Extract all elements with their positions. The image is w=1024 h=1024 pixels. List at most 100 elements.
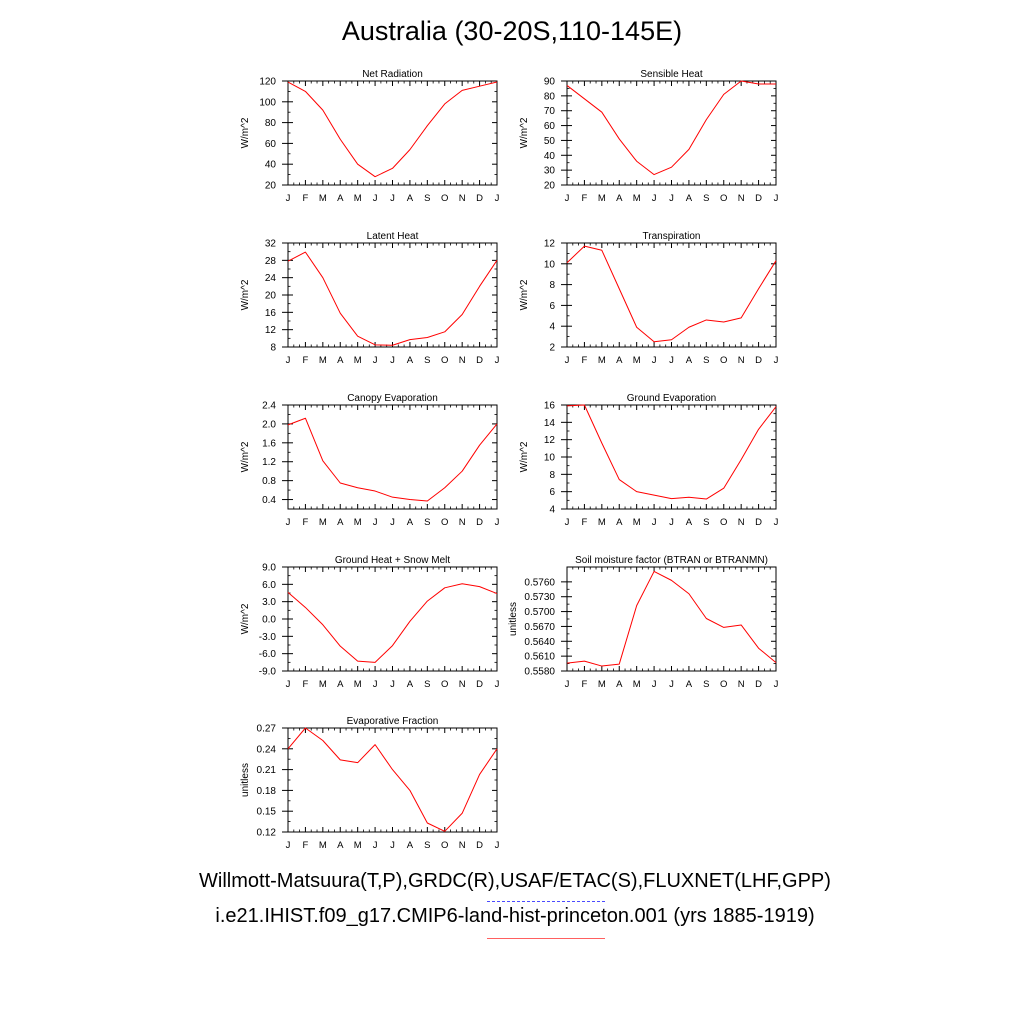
x-tick-label: F — [582, 517, 588, 528]
x-tick-label: M — [633, 679, 641, 690]
x-tick-label: M — [354, 517, 362, 528]
y-tick-label: 80 — [544, 91, 556, 102]
x-tick-label: N — [459, 679, 466, 690]
y-tick-label: 0.5580 — [524, 667, 555, 678]
x-tick-label: S — [424, 355, 430, 366]
x-tick-label: M — [354, 355, 362, 366]
x-tick-label: S — [424, 840, 430, 851]
y-tick-label: 3.0 — [262, 597, 276, 608]
x-tick-label: O — [441, 355, 448, 366]
y-tick-label: 0.5700 — [524, 607, 555, 618]
y-tick-label: 0.15 — [257, 807, 277, 818]
plot-frame — [566, 242, 777, 348]
x-tick-label: D — [476, 840, 483, 851]
series-line-model — [287, 417, 498, 502]
y-tick-label: 120 — [259, 77, 276, 88]
x-tick-label: A — [337, 355, 344, 366]
x-tick-label: M — [598, 517, 606, 528]
y-tick-label: 10 — [544, 259, 556, 270]
y-tick-label: 12 — [544, 239, 556, 250]
y-tick-label: 20 — [265, 181, 277, 192]
x-tick-label: J — [495, 193, 500, 204]
legend-model-label: i.e21.IHIST.f09_g17.CMIP6-land-hist-prin… — [215, 905, 815, 927]
y-tick-label: 30 — [544, 166, 556, 177]
x-tick-label: J — [373, 517, 378, 528]
x-tick-label: F — [303, 355, 309, 366]
x-tick-label: J — [565, 679, 570, 690]
x-tick-label: D — [476, 193, 483, 204]
x-tick-label: S — [424, 679, 430, 690]
y-tick-label: 0.5760 — [524, 577, 555, 588]
y-tick-label: 90 — [544, 77, 556, 88]
x-tick-label: D — [755, 517, 762, 528]
x-tick-label: J — [373, 679, 378, 690]
x-tick-label: J — [495, 679, 500, 690]
x-tick-label: M — [598, 679, 606, 690]
y-tick-label: 2 — [549, 343, 555, 354]
y-tick-label: 9.0 — [262, 563, 276, 574]
x-tick-label: O — [441, 840, 448, 851]
x-tick-label: J — [565, 355, 570, 366]
x-tick-label: D — [755, 679, 762, 690]
y-tick-label: 32 — [265, 239, 277, 250]
x-tick-label: J — [495, 840, 500, 851]
x-tick-label: M — [633, 517, 641, 528]
x-tick-label: M — [319, 517, 327, 528]
x-tick-label: O — [720, 517, 727, 528]
x-tick-label: J — [390, 840, 395, 851]
x-tick-label: J — [774, 679, 779, 690]
y-tick-label: 80 — [265, 118, 277, 129]
legend-model-line-sample — [487, 938, 605, 939]
y-tick-label: 16 — [544, 401, 556, 412]
y-tick-label: 10 — [544, 453, 556, 464]
y-tick-label: 12 — [265, 325, 277, 336]
panel-title: Ground Heat + Snow Melt — [335, 555, 451, 566]
series-line-model — [287, 727, 498, 832]
y-axis-label: W/m^2 — [240, 279, 251, 310]
x-tick-label: A — [337, 679, 344, 690]
x-tick-label: N — [459, 193, 466, 204]
x-tick-label: N — [738, 193, 745, 204]
x-tick-label: A — [686, 355, 693, 366]
y-tick-label: 20 — [544, 181, 556, 192]
y-tick-label: 8 — [270, 343, 276, 354]
x-tick-label: S — [424, 193, 430, 204]
x-tick-label: F — [582, 679, 588, 690]
x-tick-label: A — [616, 355, 623, 366]
y-tick-label: -6.0 — [259, 649, 277, 660]
y-tick-label: 40 — [544, 151, 556, 162]
x-tick-label: O — [720, 193, 727, 204]
x-tick-label: O — [441, 679, 448, 690]
x-tick-label: F — [303, 840, 309, 851]
x-tick-label: M — [354, 840, 362, 851]
x-tick-label: J — [669, 517, 674, 528]
x-tick-label: J — [652, 355, 657, 366]
y-axis-label: W/m^2 — [240, 603, 251, 634]
y-axis-label: W/m^2 — [240, 441, 251, 472]
x-tick-label: J — [669, 193, 674, 204]
x-tick-label: O — [720, 679, 727, 690]
y-tick-label: 70 — [544, 106, 556, 117]
series-line-model — [566, 404, 777, 500]
x-tick-label: J — [565, 517, 570, 528]
panel-title: Ground Evaporation — [627, 393, 717, 404]
y-tick-label: 28 — [265, 256, 277, 267]
x-tick-label: M — [633, 193, 641, 204]
x-tick-label: A — [616, 517, 623, 528]
x-tick-label: F — [303, 517, 309, 528]
y-tick-label: 60 — [265, 139, 277, 150]
plot-frame — [287, 80, 498, 186]
x-tick-label: S — [703, 517, 709, 528]
x-tick-label: A — [407, 840, 414, 851]
y-tick-label: 50 — [544, 136, 556, 147]
x-tick-label: A — [686, 193, 693, 204]
panel-title: Canopy Evaporation — [347, 393, 438, 404]
x-tick-label: J — [286, 193, 291, 204]
y-axis-label: W/m^2 — [240, 117, 251, 148]
x-tick-label: N — [459, 840, 466, 851]
